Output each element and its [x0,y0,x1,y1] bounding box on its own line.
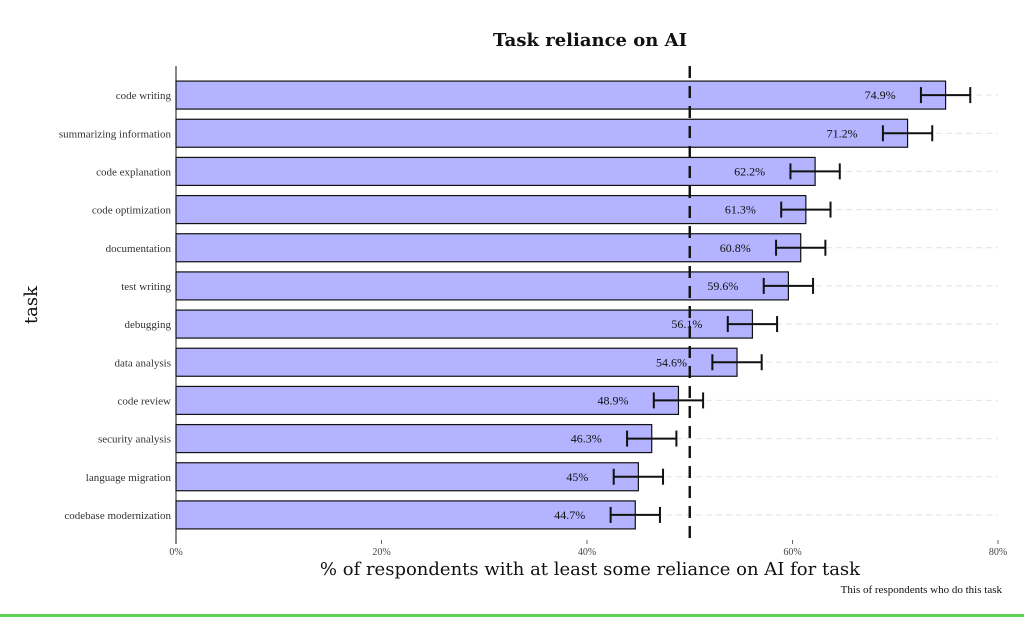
chart-caption: This of respondents who do this task [841,584,1003,596]
bar [175,80,947,110]
bar [175,156,816,187]
chart-title: Task reliance on AI [493,30,687,51]
category-labels: code writing summarizing information code … [59,90,172,522]
category-label: codebase modernization [64,510,171,522]
error-bars [609,87,972,523]
category-label: code optimization [92,205,172,217]
category-label: code review [118,395,171,407]
data-label: 74.9% [865,88,896,102]
category-label: language migration [86,472,172,484]
x-axis-ticks: 0% 20% 40% 60% 80% [169,540,1007,558]
category-label: security analysis [98,434,171,446]
y-axis-label: task [21,285,42,324]
category-label: code writing [116,90,172,102]
value-labels: 74.9% 71.2% 62.2% 61.3% 60.8% 59.6% 56.1% 54.6%… [554,88,895,522]
x-tick-label: 20% [372,547,390,558]
category-label: code explanation [96,166,171,178]
data-label: 46.3% [571,432,602,446]
bottom-border [0,614,1024,617]
category-label: data analysis [114,357,171,369]
x-tick-label: 80% [989,547,1007,558]
data-label: 54.6% [656,355,687,369]
category-label: debugging [125,319,172,331]
bar [175,118,909,148]
x-tick-label: 0% [169,547,182,558]
bar [175,271,789,301]
data-label: 60.8% [720,241,751,255]
bars [175,80,947,530]
data-label: 71.2% [827,126,858,140]
bar [175,423,653,454]
data-label: 62.2% [734,164,765,178]
data-label: 44.7% [554,508,585,522]
data-label: 45% [566,470,588,484]
bar [175,309,754,339]
data-label: 59.6% [707,279,738,293]
data-label: 56.1% [671,317,702,331]
x-axis-label: % of respondents with at least some reli… [320,559,861,580]
data-label: 61.3% [725,203,756,217]
x-tick-label: 40% [578,547,596,558]
x-tick-label: 60% [783,547,801,558]
bar [175,347,738,377]
category-label: test writing [121,281,171,293]
category-label: documentation [106,243,172,255]
bar [175,194,807,225]
bar [175,233,802,263]
data-label: 48.9% [597,393,628,407]
category-label: summarizing information [59,128,172,140]
